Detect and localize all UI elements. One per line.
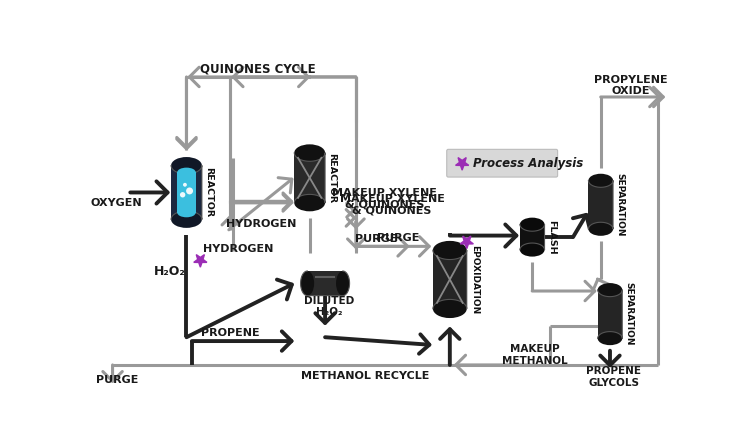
Ellipse shape (520, 218, 544, 231)
FancyBboxPatch shape (308, 271, 343, 296)
Ellipse shape (301, 271, 314, 296)
FancyBboxPatch shape (294, 153, 325, 203)
Text: Process Analysis: Process Analysis (473, 157, 584, 170)
Text: HYDROGEN: HYDROGEN (203, 244, 273, 254)
Ellipse shape (520, 243, 544, 257)
Text: OXYGEN: OXYGEN (91, 198, 142, 208)
Text: QUINONES CYCLE: QUINONES CYCLE (200, 63, 315, 76)
Text: METHANOL RECYCLE: METHANOL RECYCLE (301, 371, 429, 381)
FancyBboxPatch shape (177, 172, 196, 213)
Text: FLASH: FLASH (547, 220, 556, 255)
Text: MAKEUP XYLENE
& QUINONES: MAKEUP XYLENE & QUINONES (332, 188, 436, 209)
Text: SEPARATION: SEPARATION (625, 283, 634, 346)
Ellipse shape (294, 144, 325, 161)
Text: SEPARATION: SEPARATION (616, 173, 625, 236)
Circle shape (180, 192, 185, 198)
Ellipse shape (177, 167, 196, 177)
Text: PURGE: PURGE (377, 233, 419, 243)
FancyBboxPatch shape (447, 150, 557, 177)
FancyBboxPatch shape (171, 166, 202, 219)
Ellipse shape (598, 283, 622, 296)
Text: EPOXIDATION: EPOXIDATION (470, 245, 479, 314)
Text: REACTOR: REACTOR (328, 153, 337, 203)
Polygon shape (460, 236, 473, 249)
Text: PROPENE
GLYCOLS: PROPENE GLYCOLS (586, 367, 641, 388)
FancyBboxPatch shape (589, 181, 613, 229)
Ellipse shape (171, 211, 202, 228)
Ellipse shape (598, 332, 622, 345)
Ellipse shape (589, 174, 613, 187)
Circle shape (186, 187, 193, 194)
Polygon shape (194, 255, 207, 267)
Text: HYDROGEN: HYDROGEN (226, 219, 296, 229)
Ellipse shape (171, 157, 202, 174)
Ellipse shape (433, 241, 466, 259)
Circle shape (183, 183, 187, 187)
FancyBboxPatch shape (520, 225, 544, 250)
Polygon shape (455, 157, 469, 170)
FancyBboxPatch shape (433, 250, 466, 309)
Ellipse shape (589, 222, 613, 236)
Ellipse shape (336, 271, 350, 296)
Text: H₂O₂: H₂O₂ (154, 265, 185, 278)
Text: PROPYLENE
OXIDE: PROPYLENE OXIDE (594, 75, 668, 96)
Text: MAKEUP
METHANOL: MAKEUP METHANOL (502, 344, 567, 366)
Text: PROPENE: PROPENE (201, 327, 260, 337)
Ellipse shape (177, 208, 196, 217)
Ellipse shape (294, 194, 325, 211)
Text: REACTOR: REACTOR (204, 167, 213, 218)
Text: MAKEUP XYLENE
& QUINONES: MAKEUP XYLENE & QUINONES (340, 194, 445, 215)
Text: PURGE: PURGE (96, 375, 138, 385)
Ellipse shape (433, 300, 466, 318)
Text: PURGE: PURGE (356, 234, 398, 244)
FancyBboxPatch shape (598, 290, 622, 338)
Text: DILUTED
H₂O₂: DILUTED H₂O₂ (304, 296, 354, 317)
